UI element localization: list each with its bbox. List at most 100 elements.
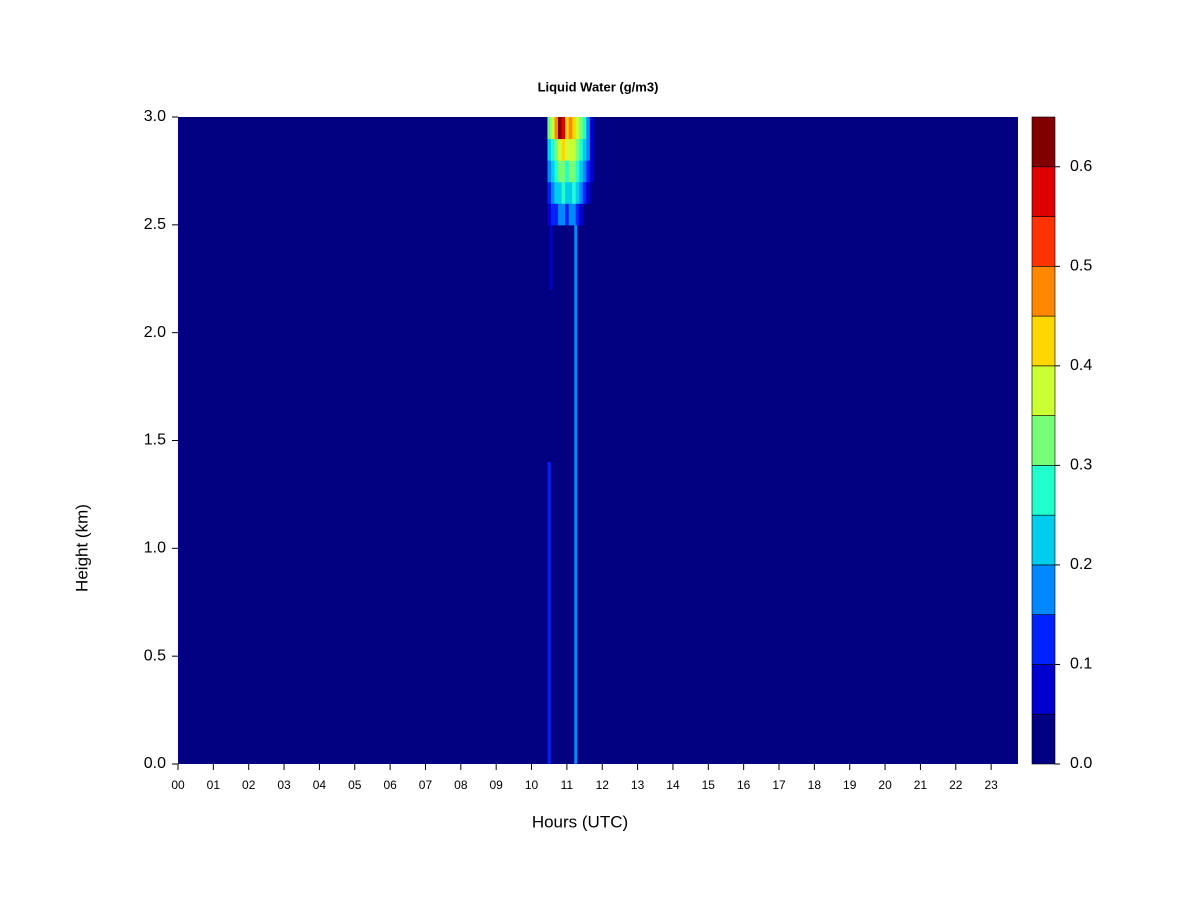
heat-cell xyxy=(575,203,580,226)
heat-cell xyxy=(579,138,584,161)
colorbar-band xyxy=(1031,514,1056,566)
colorbar-band xyxy=(1031,664,1056,715)
heat-cell xyxy=(561,117,566,140)
streak xyxy=(574,224,578,765)
heat-cell xyxy=(547,138,552,161)
x-tick-label: 10 xyxy=(525,778,539,792)
x-tick-label: 11 xyxy=(561,778,574,792)
heat-cell xyxy=(579,203,584,226)
y-axis-label: Height (km) xyxy=(72,504,91,592)
colorbar-band xyxy=(1031,266,1056,317)
x-axis-label: Hours (UTC) xyxy=(532,812,628,831)
colorbar-tick-label: 0.2 xyxy=(1070,556,1092,573)
x-tick-label: 08 xyxy=(454,778,468,792)
heat-cell xyxy=(586,138,591,161)
heat-cell xyxy=(558,181,563,204)
y-tick-label: 0.0 xyxy=(144,755,166,772)
heat-cell xyxy=(572,138,577,161)
streak xyxy=(549,224,553,290)
heat-cell xyxy=(547,117,552,140)
heat-cell xyxy=(568,117,573,140)
heat-cell xyxy=(558,117,563,140)
colorbar-band xyxy=(1031,216,1056,267)
colorbar-tick-label: 0.3 xyxy=(1070,457,1092,474)
heat-cell xyxy=(579,160,584,183)
heat-cell xyxy=(572,181,577,204)
heat-cell xyxy=(565,117,570,140)
colorbar-band xyxy=(1031,614,1056,665)
heat-cell xyxy=(550,160,556,183)
heat-cell xyxy=(582,160,587,183)
x-tick-label: 05 xyxy=(348,778,362,792)
x-tick-label: 04 xyxy=(313,778,327,792)
x-tick-label: 17 xyxy=(772,778,786,792)
heat-cell xyxy=(554,203,559,226)
heat-cell xyxy=(568,160,573,183)
heat-cell xyxy=(565,138,570,161)
heat-cell xyxy=(589,138,594,161)
heat-cell xyxy=(586,181,591,204)
heat-cell xyxy=(568,181,573,204)
x-tick-label: 23 xyxy=(984,778,998,792)
x-tick-label: 15 xyxy=(702,778,716,792)
heat-cell xyxy=(565,181,570,204)
heat-cell xyxy=(586,160,591,183)
y-tick-label: 0.5 xyxy=(144,647,166,664)
heat-cell xyxy=(565,203,570,226)
heat-cell xyxy=(575,160,580,183)
heat-cell xyxy=(568,203,573,226)
heat-cell xyxy=(579,117,584,140)
colorbar-band xyxy=(1031,365,1056,416)
colorbar-tick-label: 0.4 xyxy=(1070,357,1092,374)
heat-cell xyxy=(558,203,563,226)
heat-cell xyxy=(586,117,591,140)
x-tick-label: 00 xyxy=(171,778,185,792)
y-tick-label: 2.0 xyxy=(144,324,166,341)
streak xyxy=(547,462,551,764)
x-tick-label: 16 xyxy=(737,778,751,792)
colorbar-tick-label: 0.0 xyxy=(1070,755,1092,772)
colorbar-tick-label: 0.6 xyxy=(1070,158,1092,175)
heat-cell xyxy=(561,203,566,226)
x-tick-label: 20 xyxy=(878,778,892,792)
heat-cell xyxy=(565,160,570,183)
x-tick-label: 09 xyxy=(490,778,504,792)
y-tick-label: 3.0 xyxy=(144,108,166,125)
colorbar-band xyxy=(1031,564,1056,615)
x-tick-label: 12 xyxy=(596,778,610,792)
heat-cell xyxy=(547,181,552,204)
x-tick-label: 14 xyxy=(666,778,680,792)
heat-cell xyxy=(572,117,577,140)
heat-cell xyxy=(561,138,566,161)
heat-cell xyxy=(589,117,594,140)
x-tick-label: 19 xyxy=(843,778,857,792)
x-tick-label: 01 xyxy=(207,778,221,792)
x-tick-label: 03 xyxy=(277,778,291,792)
heat-cell xyxy=(550,181,556,204)
x-tick-label: 13 xyxy=(631,778,645,792)
x-tick-label: 22 xyxy=(949,778,963,792)
x-tick-label: 06 xyxy=(383,778,397,792)
x-tick-label: 07 xyxy=(419,778,433,792)
plot-background xyxy=(178,117,1018,764)
colorbar-band xyxy=(1031,315,1056,367)
heat-cell xyxy=(554,138,559,161)
heat-cell xyxy=(561,181,566,204)
heat-cell xyxy=(554,181,559,204)
x-tick-label: 02 xyxy=(242,778,256,792)
colorbar-band xyxy=(1031,465,1056,516)
heat-cell xyxy=(550,203,556,226)
heat-cell xyxy=(547,160,552,183)
heat-cell xyxy=(550,117,556,140)
heat-cell xyxy=(568,138,573,161)
heat-cell xyxy=(550,138,556,161)
heat-cell xyxy=(572,160,577,183)
heat-cell xyxy=(579,181,584,204)
heat-cell xyxy=(589,160,594,183)
heat-cell xyxy=(554,160,559,183)
colorbar-tick-label: 0.5 xyxy=(1070,258,1092,275)
colorbar-band xyxy=(1031,713,1056,765)
x-tick-label: 18 xyxy=(808,778,822,792)
colorbar-tick-label: 0.1 xyxy=(1070,656,1092,673)
